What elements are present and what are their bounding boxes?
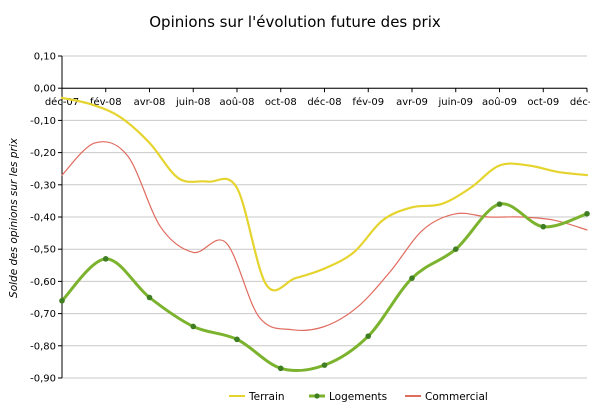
- x-tick-label: oct-08: [265, 97, 297, 108]
- x-tick-label: avr-09: [396, 97, 428, 108]
- x-tick-label: juin-08: [175, 97, 211, 108]
- data-point-logements: [234, 336, 240, 343]
- x-axis-ticks: déc-07 fév-08 avr-08 juin-08 aoû-08 oct-08 déc…: [45, 87, 590, 108]
- y-tick-label: -0,40: [30, 213, 56, 224]
- y-tick-label: -0,10: [30, 116, 56, 127]
- x-tick-label: oct-09: [527, 97, 559, 108]
- x-tick-label: fév-09: [352, 96, 384, 108]
- x-tick-label: déc-08: [307, 96, 341, 108]
- legend-label-logements: Logements: [329, 391, 387, 403]
- data-point-logements: [146, 294, 153, 301]
- data-point-logements: [102, 256, 109, 262]
- y-axis-label: Solde des opinions sur les prix: [8, 137, 20, 298]
- data-point-logements: [496, 201, 503, 207]
- data-point-logements: [277, 365, 284, 372]
- data-point-logements: [59, 297, 65, 304]
- x-tick-label: avr-08: [134, 97, 166, 108]
- legend-label-commercial: Commercial: [425, 391, 488, 403]
- y-tick-label: -0,20: [30, 148, 56, 159]
- x-tick-label: fév-08: [90, 96, 122, 108]
- data-point-logements: [321, 362, 328, 368]
- y-tick-label: 0,00: [34, 84, 56, 95]
- legend-marker-logements: [314, 393, 320, 399]
- legend-label-terrain: Terrain: [248, 391, 285, 403]
- series-line-terrain: [60, 96, 589, 292]
- chart-title: Opinions sur l'évolution future des prix: [149, 13, 441, 31]
- y-tick-label: -0,50: [30, 245, 56, 256]
- y-tick-label: -0,30: [30, 180, 56, 191]
- data-point-logements: [584, 210, 590, 217]
- data-point-logements: [540, 223, 547, 230]
- y-tick-label: -0,90: [30, 374, 56, 385]
- data-point-logements: [409, 275, 415, 281]
- x-tick-label: aoû-08: [220, 96, 255, 108]
- x-tick-label: juin-09: [437, 97, 473, 108]
- data-point-logements: [190, 323, 197, 330]
- y-tick-label: -0,60: [30, 277, 56, 288]
- x-tick-label: déc-09: [570, 96, 590, 108]
- y-axis-ticks: 0,10 0,00 -0,10 -0,20 -0,30 -0,40 -0,50 -0,60 -0…: [30, 52, 63, 385]
- y-tick-label: -0,80: [30, 341, 56, 352]
- series-line-commercial: [61, 141, 588, 331]
- y-tick-label: 0,10: [34, 52, 56, 63]
- data-point-logements: [365, 333, 372, 339]
- series-lines: [59, 96, 590, 373]
- legend: Terrain Logements Commercial: [229, 391, 488, 403]
- y-tick-label: -0,70: [30, 309, 56, 320]
- data-point-logements: [452, 246, 459, 252]
- x-tick-label: aoû-09: [482, 96, 517, 108]
